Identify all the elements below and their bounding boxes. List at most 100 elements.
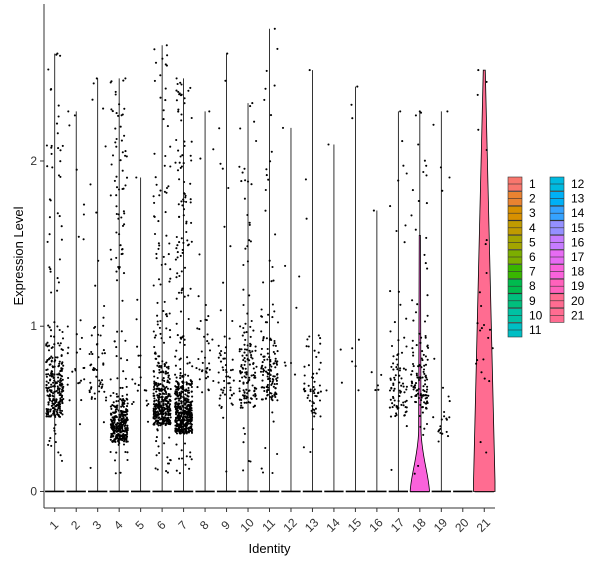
data-point <box>260 467 263 470</box>
data-point <box>404 224 407 227</box>
data-point <box>165 392 168 396</box>
data-point <box>50 375 53 378</box>
data-point <box>45 415 48 418</box>
data-point <box>120 139 123 142</box>
data-point <box>53 321 56 324</box>
data-point <box>223 386 226 389</box>
data-point <box>416 376 419 379</box>
data-point <box>66 325 69 328</box>
data-point <box>156 320 159 323</box>
data-point <box>276 376 279 379</box>
data-point <box>249 343 252 346</box>
data-point <box>123 438 126 441</box>
data-point <box>240 348 243 351</box>
data-point <box>175 322 178 325</box>
data-point <box>402 404 405 407</box>
data-point <box>266 394 269 397</box>
data-point <box>421 359 424 362</box>
data-point <box>97 333 100 336</box>
data-point <box>45 368 48 372</box>
data-point <box>264 366 267 369</box>
data-point <box>374 389 377 392</box>
data-point <box>421 411 424 414</box>
data-point <box>177 149 180 152</box>
data-point <box>410 384 413 387</box>
data-point <box>179 432 182 435</box>
data-point <box>240 401 243 404</box>
data-point <box>113 459 117 462</box>
data-point <box>163 300 166 303</box>
data-point <box>307 394 310 397</box>
data-point <box>266 383 269 386</box>
data-point <box>270 392 273 395</box>
data-point <box>155 383 158 386</box>
data-point <box>77 235 80 238</box>
data-point <box>485 239 488 242</box>
data-point <box>83 366 86 369</box>
data-point <box>251 102 254 105</box>
data-point <box>102 324 105 327</box>
data-point <box>181 287 184 290</box>
data-point <box>198 253 201 256</box>
data-point <box>181 154 184 157</box>
x-tick-label: 5 <box>133 518 148 533</box>
data-point <box>190 116 193 120</box>
data-point <box>98 379 101 382</box>
data-point <box>124 154 127 157</box>
data-point <box>57 115 60 118</box>
data-point <box>314 407 317 410</box>
data-point <box>59 342 62 345</box>
data-point <box>125 155 128 158</box>
data-point <box>238 390 241 393</box>
data-point <box>114 127 117 130</box>
data-point <box>180 400 183 403</box>
data-point <box>269 337 272 340</box>
data-point <box>229 245 232 248</box>
data-point <box>122 443 126 446</box>
data-point <box>398 369 401 372</box>
data-point <box>227 375 230 378</box>
data-point <box>174 424 177 427</box>
data-point <box>126 451 129 454</box>
data-point <box>488 328 492 331</box>
data-point <box>178 472 181 475</box>
x-tick-label: 2 <box>68 518 83 533</box>
data-point <box>414 311 418 314</box>
data-point <box>125 408 128 411</box>
data-point <box>131 378 134 381</box>
data-point <box>284 364 287 367</box>
data-point <box>47 373 50 376</box>
data-point <box>224 364 227 367</box>
data-point <box>246 260 249 263</box>
data-point <box>168 436 171 439</box>
data-point <box>370 371 373 374</box>
data-point <box>47 349 51 352</box>
data-point <box>421 350 424 353</box>
data-point <box>114 141 117 144</box>
data-point <box>66 352 69 355</box>
data-point <box>317 334 320 337</box>
data-point <box>423 320 427 323</box>
data-point <box>417 464 420 467</box>
data-point <box>183 338 186 341</box>
data-point <box>242 469 245 472</box>
data-point <box>59 54 62 57</box>
data-point <box>95 375 98 378</box>
data-point <box>163 406 166 409</box>
data-point <box>162 255 165 258</box>
data-point <box>167 400 170 403</box>
data-point <box>109 412 113 415</box>
data-point <box>82 213 85 216</box>
data-point <box>200 350 203 353</box>
data-point <box>48 198 51 201</box>
data-point <box>152 385 156 389</box>
data-point <box>221 167 224 170</box>
data-point <box>166 417 169 420</box>
data-point <box>400 377 403 380</box>
data-point <box>159 319 162 323</box>
data-point <box>190 140 193 143</box>
data-point <box>177 385 180 388</box>
data-point <box>124 77 127 80</box>
data-point <box>179 372 182 375</box>
data-point <box>178 424 181 427</box>
